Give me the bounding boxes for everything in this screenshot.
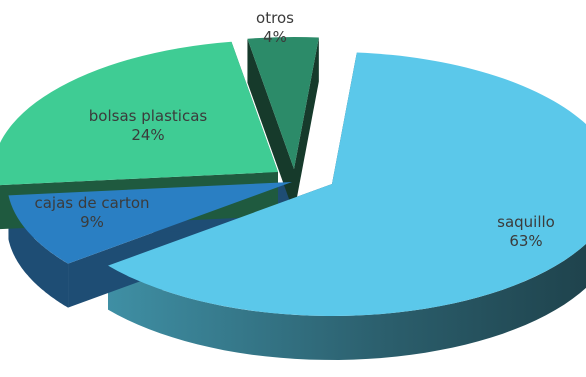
slice-label-bolsas-plasticas: bolsas plasticas 24% [89, 107, 207, 145]
slice-tops [0, 36, 586, 316]
slice-bolsas-plasticas [0, 41, 278, 186]
slice-radial-side-otros-0 [247, 38, 294, 213]
slice-name-cajas-de-carton: cajas de carton [34, 194, 150, 212]
slice-radial-side-otros-1 [294, 37, 319, 213]
slice-percent-bolsas-plasticas: 24% [131, 126, 165, 144]
slice-name-bolsas-plasticas: bolsas plasticas [88, 107, 208, 125]
slice-percent-saquillo: 63% [509, 232, 543, 250]
slice-cajas-de-carton [8, 182, 293, 264]
slice-label-otros: otros 4% [256, 9, 294, 47]
slice-name-otros: otros [256, 9, 294, 27]
slice-wall-cajas-de-carton [8, 195, 68, 308]
slice-wall-saquillo [108, 243, 586, 360]
slice-otros [247, 36, 319, 169]
slice-label-cajas-de-carton: cajas de carton 9% [34, 194, 149, 232]
slice-saquillo [108, 52, 586, 316]
slice-name-saquillo: saquillo [497, 213, 555, 231]
slice-percent-cajas-de-carton: 9% [80, 213, 104, 231]
slice-label-saquillo: saquillo 63% [497, 213, 555, 251]
slice-percent-otros: 4% [263, 28, 287, 46]
